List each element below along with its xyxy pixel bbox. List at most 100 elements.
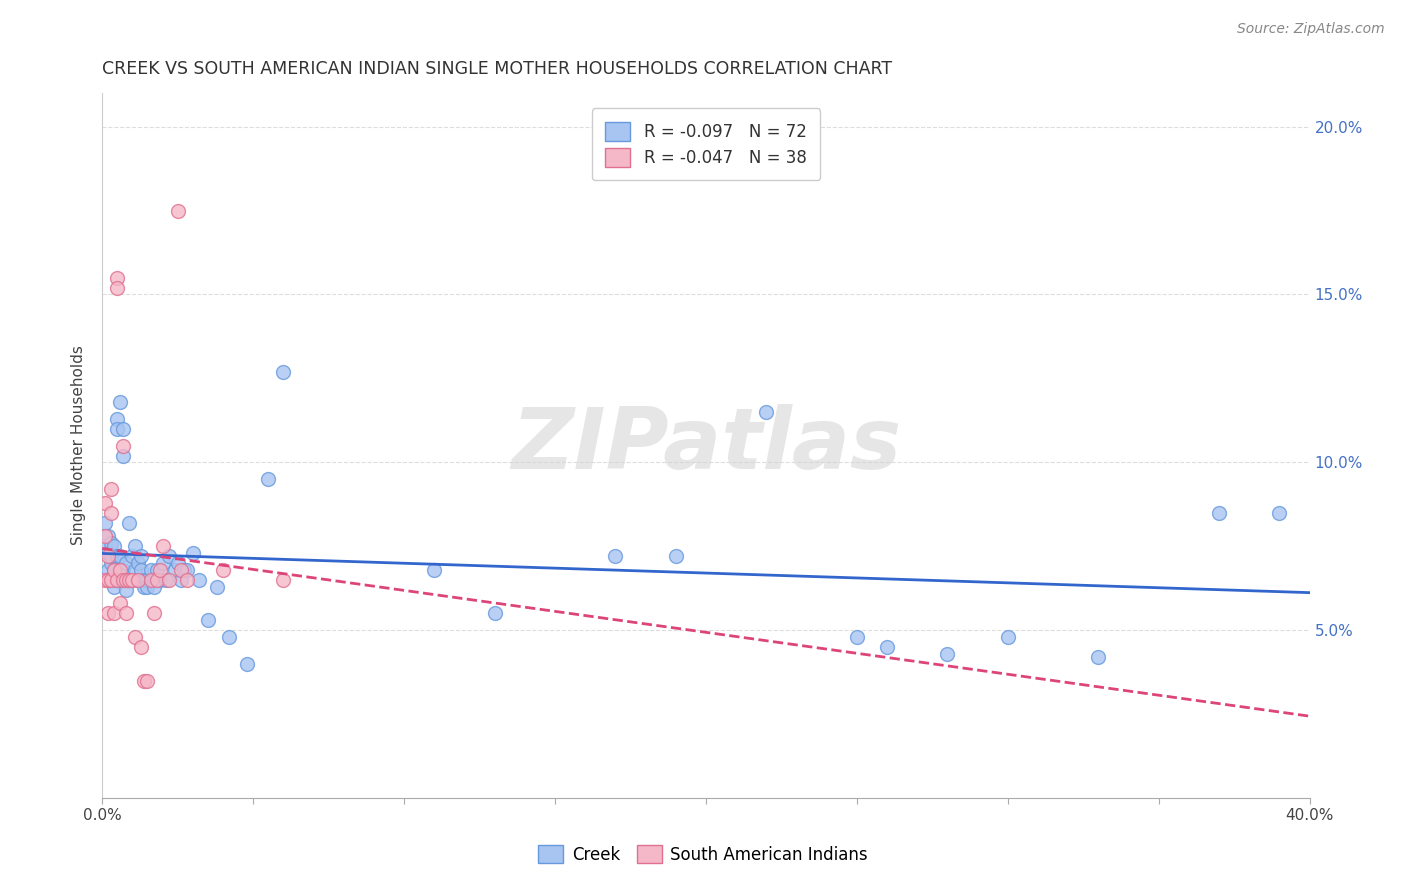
Point (876, 640, 898, 654)
Point (121, 573, 143, 587)
Y-axis label: Single Mother Households: Single Mother Households (72, 345, 86, 546)
Point (423, 563, 446, 577)
Point (94, 539, 117, 553)
Point (105, 422, 128, 436)
Text: CREEK VS SOUTH AMERICAN INDIAN SINGLE MOTHER HOUSEHOLDS CORRELATION CHART: CREEK VS SOUTH AMERICAN INDIAN SINGLE MO… (103, 60, 893, 78)
Point (997, 630, 1019, 644)
Point (105, 411, 128, 425)
Point (173, 563, 195, 577)
Point (131, 563, 153, 577)
Text: ZIPatlas: ZIPatlas (510, 404, 901, 487)
Point (97, 546, 120, 560)
Point (273, 573, 295, 587)
Point (145, 573, 167, 587)
Point (127, 556, 149, 570)
Point (136, 573, 159, 587)
Point (94, 529, 117, 543)
Point (105, 281, 128, 295)
Point (115, 573, 138, 587)
Point (121, 549, 143, 564)
Point (103, 563, 125, 577)
Point (1087, 650, 1109, 665)
Point (145, 563, 167, 577)
Point (136, 580, 159, 594)
Point (148, 563, 170, 577)
Point (112, 438, 135, 452)
Point (605, 549, 627, 564)
Point (236, 657, 259, 671)
Point (103, 580, 125, 594)
Point (131, 549, 153, 564)
Point (1268, 506, 1291, 520)
Point (97, 563, 120, 577)
Point (212, 563, 235, 577)
Point (97, 607, 120, 621)
Point (97, 573, 120, 587)
Point (118, 516, 141, 530)
Point (110, 573, 132, 587)
Point (157, 573, 180, 587)
Point (100, 573, 122, 587)
Point (136, 673, 159, 688)
Point (134, 573, 156, 587)
Point (187, 573, 209, 587)
Point (152, 539, 174, 553)
Point (105, 573, 128, 587)
Point (176, 563, 198, 577)
Point (131, 640, 153, 654)
Point (127, 573, 149, 587)
Point (100, 556, 122, 570)
Point (94, 516, 117, 530)
Point (1208, 506, 1230, 520)
Point (142, 607, 165, 621)
Point (197, 613, 219, 627)
Point (112, 563, 135, 577)
Point (170, 573, 193, 587)
Point (124, 630, 146, 644)
Point (665, 549, 688, 564)
Point (139, 573, 162, 587)
Legend: Creek, South American Indians: Creek, South American Indians (531, 838, 875, 871)
Point (142, 573, 165, 587)
Point (115, 607, 138, 621)
Point (97, 529, 120, 543)
Point (110, 596, 132, 610)
Point (152, 556, 174, 570)
Point (166, 556, 188, 570)
Point (118, 573, 141, 587)
Point (124, 563, 146, 577)
Point (218, 630, 240, 644)
Point (110, 549, 132, 564)
Point (936, 647, 959, 661)
Point (110, 395, 132, 409)
Point (148, 573, 170, 587)
Point (755, 405, 778, 419)
Point (845, 630, 868, 644)
Point (100, 549, 122, 564)
Point (103, 539, 125, 553)
Point (112, 573, 135, 587)
Point (100, 506, 122, 520)
Point (110, 563, 132, 577)
Point (205, 580, 228, 594)
Point (170, 563, 193, 577)
Point (127, 573, 149, 587)
Point (100, 482, 122, 496)
Point (134, 673, 156, 688)
Point (121, 573, 143, 587)
Point (105, 549, 128, 564)
Point (176, 573, 198, 587)
Point (100, 573, 122, 587)
Point (142, 580, 165, 594)
Point (105, 270, 128, 285)
Point (112, 422, 135, 436)
Point (115, 556, 138, 570)
Point (94, 573, 117, 587)
Point (134, 580, 156, 594)
Point (103, 563, 125, 577)
Point (112, 449, 135, 463)
Text: Source: ZipAtlas.com: Source: ZipAtlas.com (1237, 22, 1385, 37)
Point (103, 607, 125, 621)
Point (115, 582, 138, 597)
Point (97, 549, 120, 564)
